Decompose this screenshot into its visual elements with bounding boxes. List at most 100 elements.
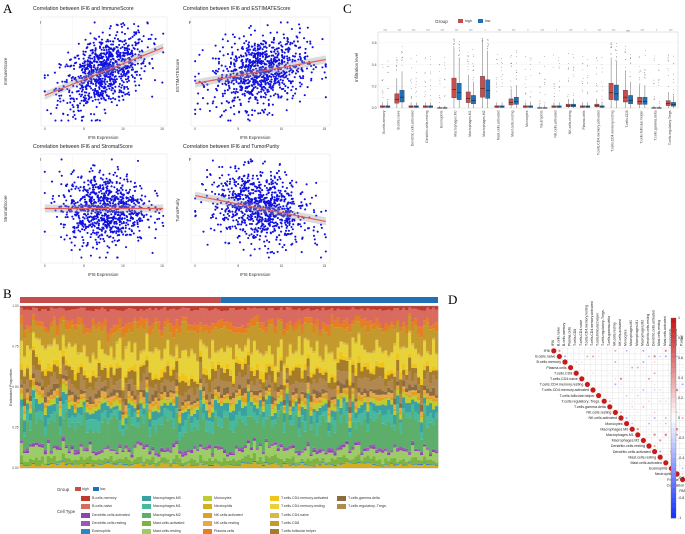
- scatter-point: [108, 50, 111, 53]
- stack-segment: [94, 403, 98, 408]
- scatter-point: [76, 222, 79, 225]
- stack-segment: [46, 418, 51, 424]
- scatter-point: [245, 58, 248, 61]
- scatter-point: [270, 80, 273, 83]
- scatter-point: [123, 43, 126, 46]
- scatter-point: [109, 25, 112, 28]
- outlier-point: [616, 59, 618, 61]
- outlier-point: [645, 49, 646, 51]
- scatter-point: [97, 226, 100, 230]
- outlier-point: [453, 38, 454, 40]
- stack-segment: [85, 404, 89, 408]
- scatter-point: [253, 201, 256, 204]
- scatter-point: [264, 93, 268, 96]
- scatter-point: [225, 100, 228, 103]
- scatter-point: [104, 256, 108, 259]
- stack-segment: [73, 373, 78, 381]
- scatter-point: [118, 223, 121, 226]
- stack-segment: [40, 411, 45, 421]
- scatter-point: [274, 181, 277, 184]
- scatter-point: [90, 225, 93, 228]
- scatter-point: [262, 89, 265, 92]
- scatter-point: [86, 191, 90, 194]
- scatter-point: [69, 195, 72, 198]
- stack-segment: [76, 389, 81, 397]
- stack-segment: [67, 342, 72, 345]
- scatter-point: [213, 181, 216, 184]
- outlier-point: [616, 43, 617, 44]
- stack-segment: [40, 447, 45, 457]
- stack-segment: [76, 372, 81, 390]
- outlier-point: [539, 86, 540, 88]
- stack-segment: [106, 447, 110, 449]
- scatter-point: [226, 67, 229, 70]
- scatter-point: [120, 211, 123, 214]
- stack-segment: [67, 426, 72, 451]
- scatter-point: [282, 87, 285, 90]
- scatter-point: [122, 22, 125, 25]
- stack-segment: [46, 346, 51, 363]
- scatter-point: [261, 216, 264, 219]
- scatter-point: [109, 191, 112, 194]
- scatter-point: [264, 96, 267, 99]
- scatter-point: [224, 33, 227, 36]
- scatter-point: [219, 212, 222, 215]
- outlier-point: [511, 62, 512, 64]
- scatter-point: [118, 216, 121, 219]
- scatter-point: [241, 193, 244, 197]
- scatter-point: [211, 183, 214, 186]
- scatter-point: [127, 206, 130, 209]
- stack-segment: [31, 350, 36, 366]
- outlier-point: [573, 92, 575, 94]
- stack-segment: [91, 413, 95, 420]
- stack-segment: [55, 464, 60, 468]
- scatter-point: [235, 76, 238, 80]
- scatter-point: [324, 236, 327, 239]
- stack-segment: [43, 332, 48, 349]
- stack-segment: [58, 367, 63, 374]
- stack-segment: [70, 369, 75, 385]
- scatter-point: [101, 60, 105, 63]
- scatter-point: [113, 37, 116, 40]
- scatter-point: [294, 52, 297, 55]
- stack-segment: [31, 331, 36, 334]
- scatter-point: [93, 64, 96, 67]
- scatter-point: [128, 227, 131, 230]
- stack-segment: [94, 393, 98, 399]
- scatter-point: [294, 87, 298, 91]
- scatter-point: [110, 158, 113, 161]
- scatter-point: [118, 228, 121, 231]
- scatter-point: [115, 230, 118, 233]
- scatter-point: [280, 71, 283, 74]
- stack-segment: [34, 457, 39, 466]
- scatter-point: [291, 71, 294, 74]
- scatter-point: [153, 43, 156, 46]
- stack-segment: [64, 457, 69, 465]
- scatter-point: [94, 211, 97, 214]
- scatter-point: [116, 189, 119, 192]
- stack-segment: [106, 405, 110, 419]
- scatter-point: [246, 68, 249, 71]
- scatter-point: [224, 65, 227, 68]
- stack-segment: [28, 401, 33, 405]
- scatter-point: [267, 210, 271, 213]
- scatter-point: [220, 76, 224, 79]
- scatter-point: [140, 40, 143, 43]
- scatter-point: [78, 83, 81, 86]
- scatter-point: [228, 225, 232, 229]
- scatter-point: [92, 176, 96, 179]
- scatter-point: [291, 218, 294, 221]
- stack-segment: [43, 308, 48, 328]
- scatter-point: [261, 222, 264, 225]
- stack-segment: [76, 459, 81, 466]
- stack-segment: [73, 449, 78, 453]
- stack-segment: [28, 350, 33, 375]
- outlier-point: [558, 66, 560, 68]
- scatter-point: [233, 36, 236, 39]
- outlier-point: [615, 48, 617, 50]
- scatter-point: [97, 185, 100, 188]
- scatter-point: [286, 86, 290, 89]
- outlier-point: [458, 47, 460, 49]
- scatter-point: [299, 85, 302, 88]
- scatter-point: [114, 98, 117, 101]
